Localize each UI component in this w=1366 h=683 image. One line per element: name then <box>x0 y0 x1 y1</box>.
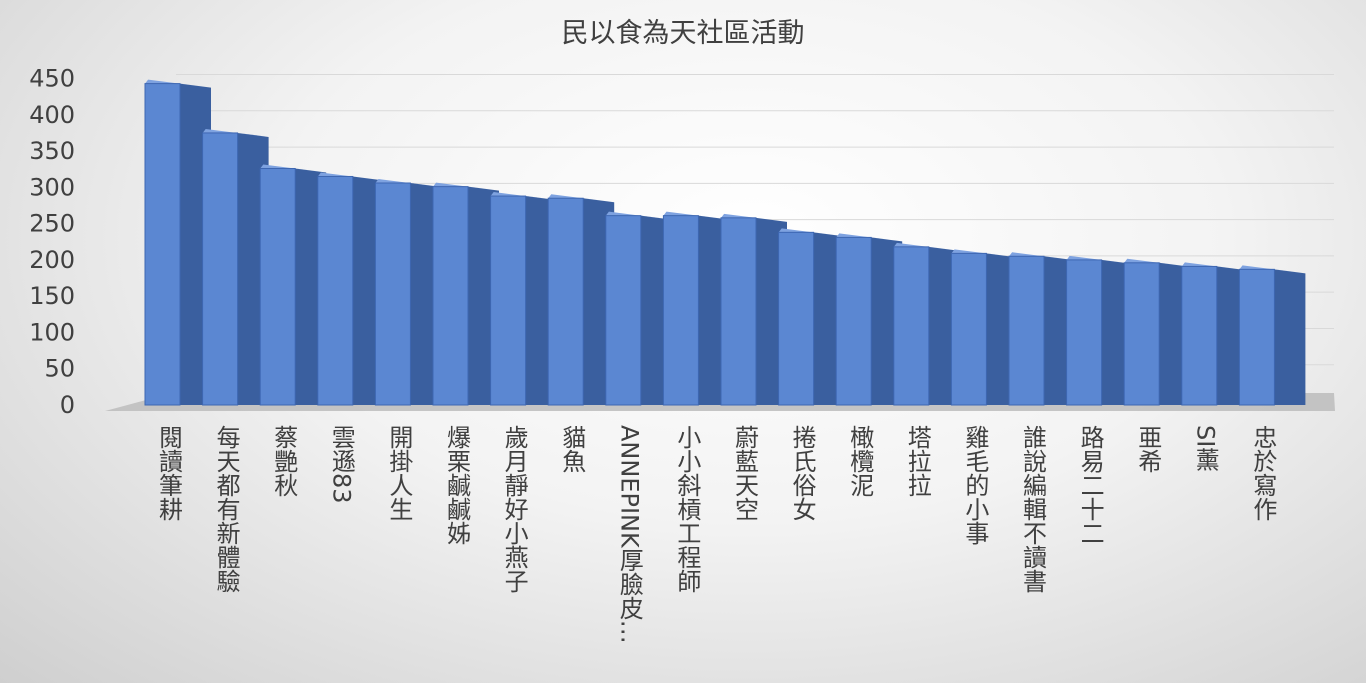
bar-front-face <box>202 132 239 406</box>
x-tick-label: 橄欖泥 <box>846 425 874 497</box>
bar-front-face <box>547 197 584 406</box>
y-tick-label: 250 <box>29 210 75 238</box>
bars <box>144 79 1306 406</box>
bar-11 <box>720 213 787 406</box>
bar-front-face <box>778 231 815 406</box>
bar-front-face <box>1123 262 1160 406</box>
x-tick-label: 開掛人生 <box>385 425 413 521</box>
bar-15 <box>950 249 1018 406</box>
bar-front-face <box>662 215 699 406</box>
bar-front-face <box>374 182 411 406</box>
x-tick-label: 路易二十二 <box>1076 425 1104 545</box>
bar-6 <box>432 182 499 406</box>
x-tick-label: 塔拉拉 <box>903 425 931 497</box>
x-tick-label: 歲月靜好小燕子 <box>500 425 528 593</box>
bar-7 <box>490 192 557 406</box>
bar-front-face <box>1181 265 1218 406</box>
bar-front-face <box>432 186 469 406</box>
x-tick-label: 蔡艷秋 <box>270 425 298 497</box>
bar-front-face <box>605 215 642 406</box>
bar-17 <box>1066 255 1133 406</box>
bar-side-face <box>1274 269 1306 405</box>
bar-2 <box>202 128 269 406</box>
x-tick-label: 雞毛的小事 <box>961 425 989 545</box>
bar-front-face <box>950 252 987 406</box>
x-tick-label: 誰說編輯不讀書 <box>1019 425 1047 593</box>
bar-10 <box>662 211 730 406</box>
bar-8 <box>547 194 615 406</box>
bar-4 <box>317 172 384 406</box>
x-tick-label: 貓魚 <box>558 425 586 473</box>
x-axis: 閱讀筆耕 每天都有新體驗 蔡艷秋 雲遜83 開掛人生 爆栗鹹鹹姊 歲月靜好小燕子 貓魚 ANNE… <box>155 425 1277 644</box>
chart-title: 民以食為天社區活動 <box>562 18 805 49</box>
bar-front-face <box>144 83 181 406</box>
bar-front-face <box>490 195 527 406</box>
bar-14 <box>893 242 960 406</box>
y-tick-label: 150 <box>29 282 75 310</box>
bar-front-face <box>893 246 930 406</box>
y-tick-label: 450 <box>29 65 75 93</box>
x-tick-label: 蔚藍天空 <box>731 425 759 521</box>
y-tick-label: 300 <box>29 173 75 201</box>
y-tick-label: 100 <box>29 318 75 346</box>
x-tick-label: 小小斜槓工程師 <box>673 425 701 593</box>
bar-3 <box>259 164 327 406</box>
x-tick-label: 捲氏俗女 <box>788 425 816 521</box>
bar-top-face <box>951 249 1018 258</box>
y-tick-label: 200 <box>29 246 75 274</box>
bar-front-face <box>720 217 757 406</box>
y-tick-label: 0 <box>60 391 75 419</box>
x-tick-label: 每天都有新體驗 <box>212 425 240 593</box>
bar-13 <box>835 233 903 406</box>
bar-9 <box>605 211 672 406</box>
bar-front-face <box>835 236 872 406</box>
y-tick-label: 350 <box>29 137 75 165</box>
bar-5 <box>374 178 442 406</box>
x-tick-label: 忠於寫作 <box>1249 425 1277 521</box>
bar-18 <box>1123 258 1191 406</box>
bar-front-face <box>1066 259 1103 406</box>
x-tick-label: 雲遜83 <box>327 425 355 504</box>
x-tick-label: 閱讀筆耕 <box>155 425 183 521</box>
bar-front-face <box>317 175 354 406</box>
bar-16 <box>1008 252 1075 406</box>
x-tick-label: 爆栗鹹鹹姊 <box>443 425 471 545</box>
x-tick-label: SI薰 <box>1191 425 1219 471</box>
bar-20 <box>1238 265 1306 406</box>
bar-front-face <box>1008 255 1045 406</box>
y-tick-label: 400 <box>29 101 75 129</box>
y-tick-label: 50 <box>44 355 75 383</box>
bar-front-face <box>1238 268 1275 406</box>
bar-19 <box>1181 262 1248 406</box>
bar-front-face <box>259 167 296 406</box>
y-axis: 0 50 100 150 200 250 300 350 400 450 <box>29 65 75 419</box>
bar-12 <box>778 228 845 406</box>
x-tick-label: ANNEPINK厚臉皮… <box>615 425 643 644</box>
bar-1 <box>144 79 211 406</box>
x-tick-label: 亜希 <box>1134 425 1162 473</box>
